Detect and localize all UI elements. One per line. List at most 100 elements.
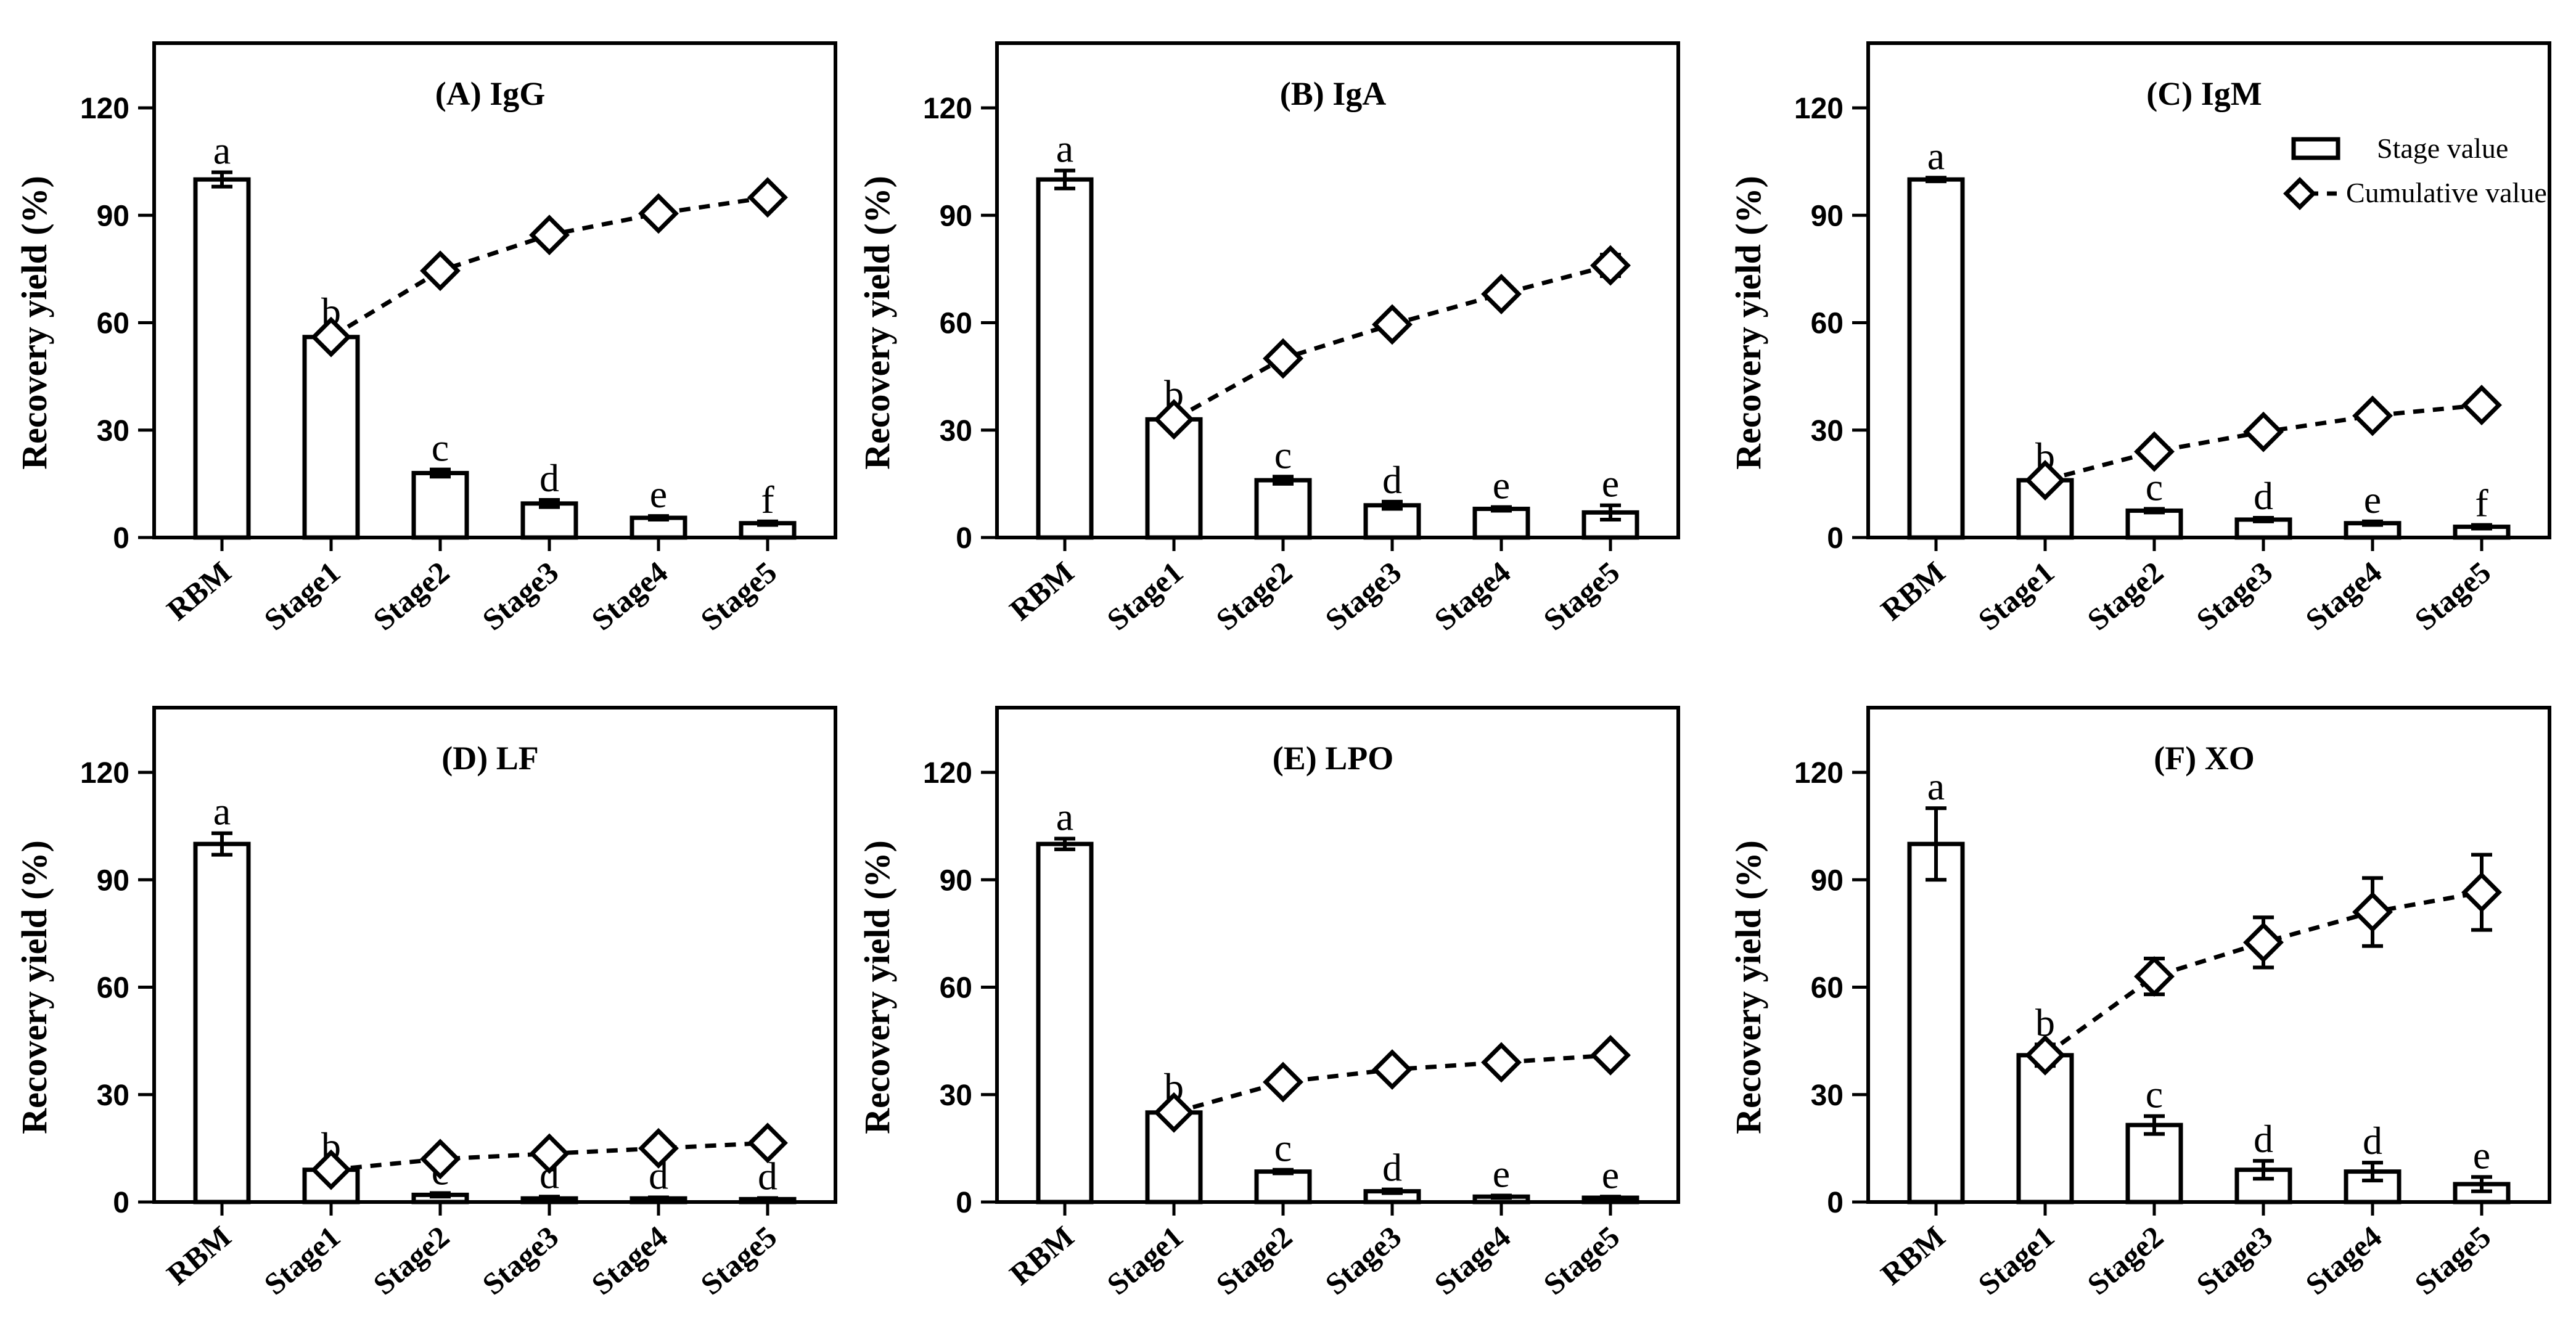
cumulative-point (2025, 460, 2065, 501)
y-tick-label: 0 (1827, 1187, 1844, 1219)
y-tick-label: 120 (80, 757, 129, 790)
legend-label: Cumulative value (2346, 177, 2547, 208)
x-tick-label: Stage3 (2190, 1219, 2279, 1302)
bar (411, 470, 469, 540)
x-tick-label: Stage4 (1428, 1219, 1517, 1302)
cumulative-point (1154, 399, 1194, 440)
plot-frame (152, 41, 837, 539)
x-tick-label: Stage3 (2190, 555, 2279, 637)
bar (2125, 508, 2183, 540)
y-axis-label: Recovery yield (%) (1728, 176, 1768, 470)
cumulative-point (529, 1133, 570, 1174)
cumulative-point (311, 1149, 351, 1190)
x-tick-label: Stage4 (2299, 1219, 2389, 1302)
significance-letter: e (1493, 464, 1510, 507)
cumulative-point (2352, 891, 2393, 933)
x-tick-label: Stage1 (258, 555, 347, 637)
y-tick-label: 90 (97, 864, 129, 897)
x-tick-label: Stage3 (1319, 555, 1408, 637)
significance-letter: d (2254, 474, 2273, 518)
bar (2125, 1122, 2183, 1204)
bar (193, 177, 251, 540)
x-tick-label: RBM (160, 555, 237, 628)
chart-title: (F) XO (2154, 740, 2254, 777)
legend: Stage value Cumulative value (2283, 133, 2547, 210)
x-tick-label: Stage4 (585, 555, 675, 637)
x-tick-label: Stage2 (367, 555, 456, 637)
y-axis-label: Recovery yield (%) (14, 176, 54, 470)
x-tick-label: Stage3 (476, 1219, 565, 1302)
cumulative-point (1481, 274, 1522, 314)
cumulative-point (1154, 1092, 1194, 1133)
bar (193, 841, 251, 1204)
x-tick-label: Stage3 (1319, 1219, 1408, 1302)
x-tick-label: Stage1 (1101, 1219, 1190, 1302)
bar (1472, 507, 1530, 540)
significance-letter: a (213, 129, 231, 173)
bar (1036, 177, 1094, 540)
significance-letter: d (539, 456, 559, 500)
cumulative-point (1590, 1034, 1631, 1076)
x-tick-label: Stage1 (258, 1219, 347, 1302)
significance-letter: e (2473, 1133, 2490, 1177)
x-tick-label: RBM (1874, 555, 1951, 628)
cumulative-point (420, 250, 461, 292)
cumulative-point (1590, 245, 1631, 286)
y-tick-label: 30 (940, 1079, 972, 1112)
y-axis-label: Recovery yield (%) (857, 176, 897, 470)
cumulative-point (638, 193, 679, 234)
significance-letter: e (1602, 1153, 1619, 1196)
x-tick-label: Stage4 (1428, 555, 1517, 637)
bar (1254, 1169, 1312, 1204)
y-tick-label: 90 (97, 200, 129, 232)
y-tick-label: 60 (1811, 972, 1844, 1005)
x-tick-label: Stage5 (1537, 555, 1626, 637)
chart-title: (A) IgG (435, 75, 545, 112)
y-tick-label: 0 (113, 522, 129, 555)
x-tick-label: Stage2 (367, 1219, 456, 1302)
significance-letter: e (650, 472, 667, 516)
x-tick-label: Stage3 (476, 555, 565, 637)
x-tick-label: Stage2 (1210, 555, 1299, 637)
y-tick-label: 90 (940, 200, 972, 232)
y-tick-label: 30 (97, 415, 129, 448)
chart-title: (B) IgA (1280, 75, 1387, 112)
cumulative-point (2025, 1034, 2065, 1076)
significance-letter: d (2254, 1117, 2273, 1161)
cumulative-point (311, 316, 351, 358)
x-tick-label: Stage5 (1537, 1219, 1626, 1302)
x-tick-label: Stage4 (2299, 555, 2389, 637)
significance-letter: a (1056, 795, 1073, 838)
significance-letter: c (1274, 433, 1292, 476)
cumulative-point (638, 1127, 679, 1169)
significance-letter: a (213, 790, 231, 833)
x-tick-label: Stage5 (2408, 1219, 2498, 1302)
y-tick-label: 60 (940, 972, 972, 1005)
cumulative-point (1372, 1049, 1413, 1090)
x-tick-label: Stage1 (1101, 555, 1190, 637)
chart-title: (C) IgM (2146, 75, 2262, 112)
cumulative-point (747, 1122, 788, 1164)
y-tick-label: 0 (956, 522, 972, 555)
bar (302, 335, 360, 540)
cumulative-point (2243, 411, 2284, 452)
y-tick-label: 0 (113, 1187, 129, 1219)
cumulative-point (2134, 956, 2175, 997)
y-tick-label: 60 (97, 308, 129, 340)
x-tick-label: Stage2 (2081, 555, 2170, 637)
cumulative-point (2461, 385, 2502, 426)
bar (2016, 1053, 2074, 1204)
plot-frame (152, 706, 837, 1204)
x-tick-label: Stage5 (694, 1219, 784, 1302)
significance-letter: a (1927, 134, 1945, 178)
bar (1907, 177, 1965, 540)
significance-letter: a (1056, 127, 1073, 171)
cumulative-point (2352, 395, 2393, 436)
cumulative-point (1263, 338, 1303, 379)
cumulative-point (1481, 1042, 1522, 1083)
